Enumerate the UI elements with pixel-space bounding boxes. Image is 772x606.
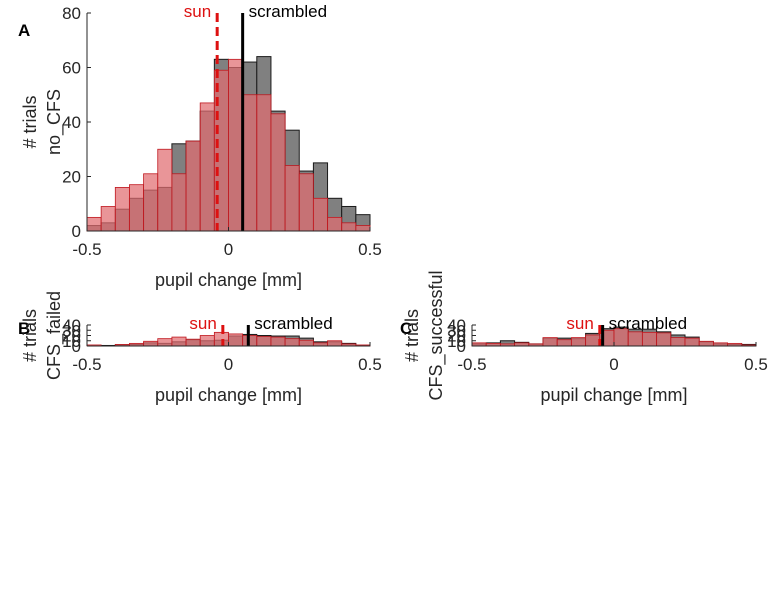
x-tick-label: 0 <box>224 240 233 259</box>
bar-sun-11 <box>627 331 643 347</box>
x-axis-label: pupil change [mm] <box>155 385 302 405</box>
bar-sun-13 <box>270 336 286 347</box>
y-tick-label: 0 <box>72 337 81 356</box>
y-tick-label: 10 <box>62 332 81 351</box>
bar-sun-6 <box>171 336 187 347</box>
bar-sun-5 <box>157 148 173 232</box>
bar-sun-1 <box>100 206 116 232</box>
x-tick-label: 0 <box>224 355 233 374</box>
bar-sun-4 <box>143 340 159 347</box>
mean-label-scrambled: scrambled <box>249 2 327 21</box>
y-axis-label-line-1: # trials <box>402 309 422 362</box>
bar-sun-10 <box>228 58 244 232</box>
x-tick-label: 0.5 <box>744 355 768 374</box>
x-tick-label: -0.5 <box>72 355 101 374</box>
series-sun <box>471 328 757 347</box>
bar-sun-12 <box>642 331 658 347</box>
y-tick-label: 30 <box>447 321 466 340</box>
panel-label-c: C <box>400 319 412 338</box>
bar-sun-15 <box>298 339 314 347</box>
bar-sun-16 <box>698 340 714 347</box>
bar-sun-4 <box>143 173 159 232</box>
y-tick-label: 20 <box>447 327 466 346</box>
bar-sun-8 <box>585 334 601 347</box>
y-tick-label: 40 <box>62 316 81 335</box>
mean-label-scrambled: scrambled <box>254 314 332 333</box>
bar-sun-3 <box>129 184 144 232</box>
bar-sun-6 <box>171 173 187 232</box>
y-axis-label-line-2: no_CFS <box>44 89 65 155</box>
y-axis-label-line-1: # trials <box>20 95 40 148</box>
mean-label-sun: sun <box>184 2 211 21</box>
y-axis-label-line-2: CFS_failed <box>44 291 65 380</box>
bar-sun-13 <box>656 332 672 347</box>
y-tick-label: 40 <box>62 113 81 132</box>
y-tick-label: 40 <box>447 316 466 335</box>
series-sun <box>86 58 371 232</box>
bar-sun-8 <box>199 102 215 232</box>
bar-sun-11 <box>242 94 258 232</box>
bar-sun-7 <box>185 140 201 232</box>
panel-label-a: A <box>18 21 30 40</box>
bar-sun-17 <box>327 340 343 347</box>
bar-sun-5 <box>157 338 173 347</box>
x-tick-label: 0.5 <box>358 240 382 259</box>
bar-sun-15 <box>298 173 314 232</box>
bar-sun-12 <box>256 94 272 232</box>
y-tick-label: 30 <box>62 321 81 340</box>
bar-sun-0 <box>86 216 102 232</box>
y-tick-label: 0 <box>72 222 81 241</box>
x-tick-label: -0.5 <box>72 240 101 259</box>
bar-sun-19 <box>355 225 371 232</box>
x-axis-label: pupil change [mm] <box>540 385 687 405</box>
x-tick-label: 0.5 <box>358 355 382 374</box>
bar-sun-7 <box>571 337 587 347</box>
y-tick-label: 60 <box>62 59 81 78</box>
y-tick-label: 20 <box>62 327 81 346</box>
bar-sun-14 <box>284 165 300 232</box>
y-tick-label: 20 <box>62 168 81 187</box>
bar-sun-10 <box>228 333 244 347</box>
y-tick-label: 0 <box>457 337 466 356</box>
bar-sun-16 <box>312 197 328 232</box>
bar-sun-13 <box>270 113 286 232</box>
bar-sun-14 <box>670 337 686 347</box>
y-axis-label-line-1: # trials <box>20 309 40 362</box>
bar-sun-7 <box>185 338 201 347</box>
mean-label-scrambled: scrambled <box>609 314 687 333</box>
x-tick-label: 0 <box>609 355 618 374</box>
y-tick-label: 10 <box>447 332 466 351</box>
panel-label-b: B <box>18 319 30 338</box>
mean-label-sun: sun <box>566 314 593 333</box>
bar-sun-8 <box>199 335 215 347</box>
y-axis-label-line-2: CFS_successful <box>426 270 447 400</box>
bar-sun-15 <box>684 337 700 347</box>
mean-label-sun: sun <box>189 314 216 333</box>
x-axis-label: pupil change [mm] <box>155 270 302 290</box>
bar-sun-14 <box>284 338 300 347</box>
bar-sun-17 <box>327 216 343 232</box>
y-tick-label: 80 <box>62 4 81 23</box>
bar-sun-9 <box>213 69 229 232</box>
bar-sun-6 <box>556 339 572 347</box>
bar-sun-2 <box>114 186 130 232</box>
x-tick-label: -0.5 <box>457 355 486 374</box>
bar-sun-12 <box>256 336 272 347</box>
bar-sun-18 <box>341 222 357 232</box>
bar-sun-5 <box>542 337 558 347</box>
